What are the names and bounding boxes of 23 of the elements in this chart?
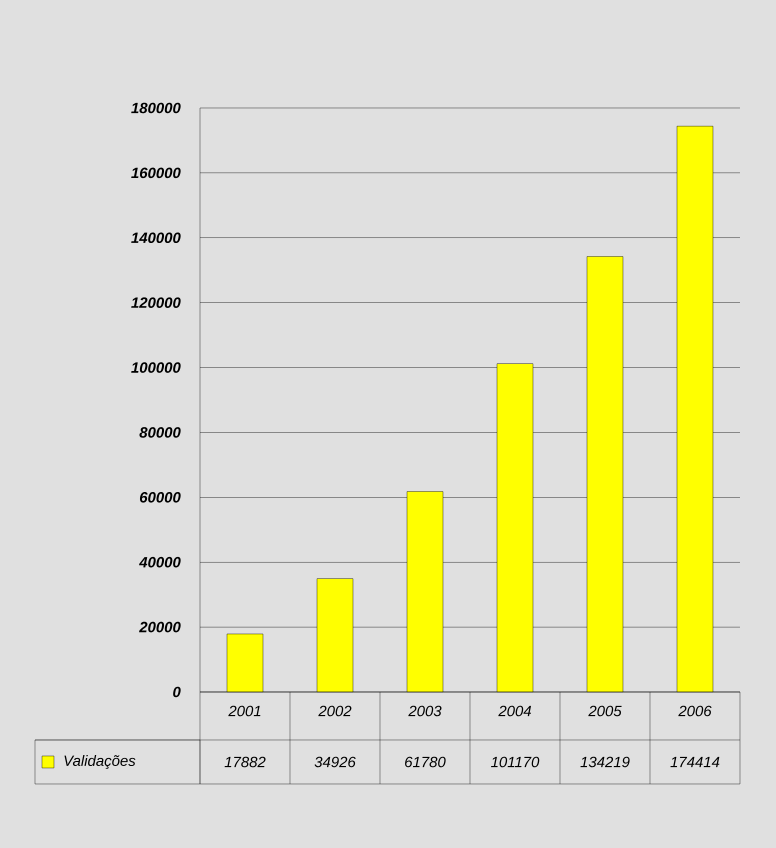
y-tick-label: 120000 — [131, 297, 181, 308]
x-tick-label: 2003 — [408, 706, 442, 716]
x-tick-label: 2004 — [498, 706, 532, 716]
data-label: 17882 — [224, 756, 266, 768]
y-tick-label: 80000 — [139, 427, 181, 438]
legend-label: Validações — [64, 755, 136, 769]
y-tick-label: 20000 — [139, 622, 181, 632]
y-tick-label: 0 — [173, 686, 181, 698]
data-label: 34926 — [314, 756, 356, 768]
y-tick-label: 140000 — [131, 232, 181, 244]
y-tick-label: 160000 — [131, 168, 181, 178]
x-tick-label: 2001 — [228, 706, 260, 716]
data-label: 101170 — [491, 756, 540, 768]
x-tick-label: 2002 — [318, 706, 352, 716]
y-tick-label: 100000 — [131, 362, 181, 373]
data-label: 174414 — [670, 756, 720, 768]
data-label: 134219 — [580, 756, 630, 768]
data-label: 61780 — [405, 756, 446, 768]
y-tick-label: 180000 — [131, 102, 181, 114]
x-tick-label: 2006 — [678, 706, 712, 716]
x-tick-label: 2005 — [588, 706, 622, 716]
y-tick-label: 40000 — [139, 556, 181, 568]
y-tick-label: 60000 — [140, 492, 181, 503]
